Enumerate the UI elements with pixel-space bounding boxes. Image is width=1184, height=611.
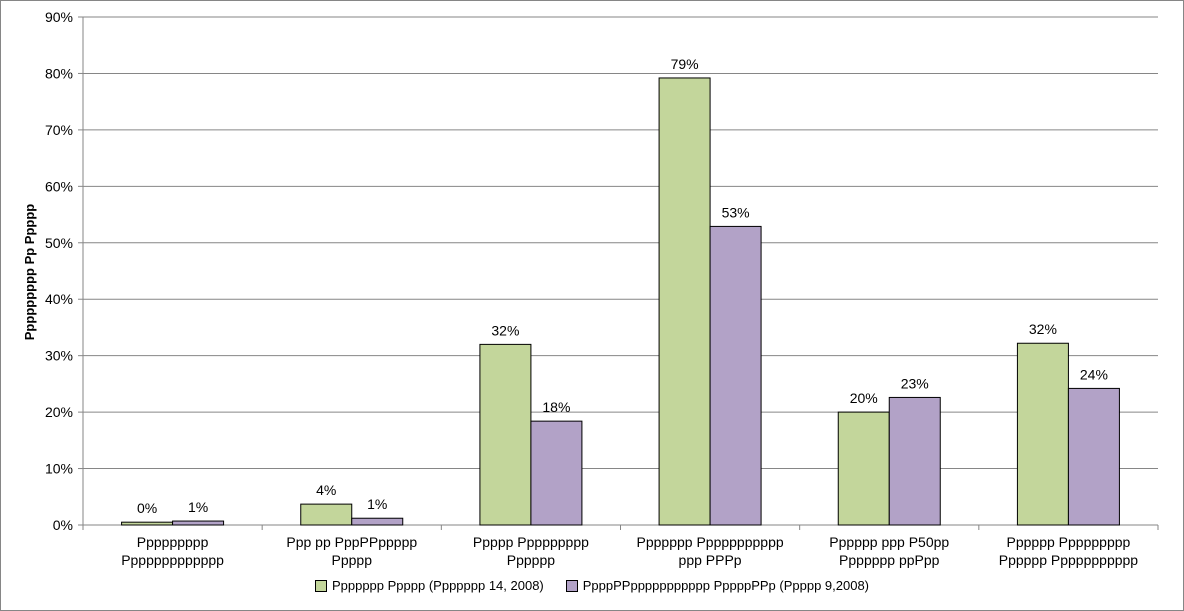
x-category-label: Pppppp — [507, 552, 555, 568]
bar-series-1 — [837, 411, 890, 526]
data-label: 4% — [316, 482, 336, 498]
y-tick-label: 40% — [45, 291, 73, 307]
data-label: 18% — [542, 399, 570, 415]
y-tick-label: 20% — [45, 404, 73, 420]
legend-swatch-series-2 — [565, 579, 578, 592]
bar-series-1 — [1016, 342, 1069, 526]
x-category-label: Ppppppp Ppppppppppp — [637, 534, 784, 550]
y-tick-label: 90% — [45, 9, 73, 25]
x-category-label: ppp PPPp — [679, 552, 742, 568]
x-category-label: Ppppppppppppp — [121, 552, 224, 568]
data-label: 0% — [137, 500, 157, 516]
data-label: 1% — [188, 499, 208, 515]
y-tick-label: 0% — [53, 517, 73, 533]
bar-series-2 — [172, 520, 225, 526]
x-category-label: Pppppp Ppppppppp — [1007, 534, 1131, 550]
y-tick-label: 70% — [45, 122, 73, 138]
x-category-label: Ppppppp ppPpp — [839, 552, 940, 568]
y-tick-label: 50% — [45, 235, 73, 251]
data-label: 32% — [491, 322, 519, 338]
data-label: 23% — [901, 375, 929, 391]
legend-label-series-2: PpppPPppppppppppp PppppPPp (Ppppp 9,2008… — [582, 578, 870, 593]
y-tick-label: 10% — [45, 461, 73, 477]
x-category-label: Ppp pp PppPPppppp — [286, 534, 417, 550]
legend: Ppppppp Ppppp (Ppppppp 14, 2008) PpppPPp… — [0, 578, 1184, 593]
legend-swatch-series-1 — [314, 579, 327, 592]
x-category-label: Ppppppppp — [137, 534, 209, 550]
y-tick-label: 60% — [45, 178, 73, 194]
bar-series-1 — [300, 503, 353, 526]
bar-series-2 — [709, 225, 762, 526]
data-label: 1% — [367, 496, 387, 512]
bars — [121, 77, 1120, 526]
bar-series-1 — [479, 343, 532, 526]
bar-series-2 — [351, 517, 404, 526]
data-label: 24% — [1080, 366, 1108, 382]
data-label: 32% — [1029, 321, 1057, 337]
bar-series-2 — [530, 420, 583, 526]
x-category-label: Ppppp — [332, 552, 373, 568]
data-labels: 0% 1% 4% 1% 32% 18% 79% 53% 20% 23% 32% 24% — [137, 56, 1108, 516]
tick-labels: 0% 10% 20% 30% 40% 50% 60% 70% 80% 90% Ppppppppp Pp… — [45, 9, 1138, 568]
y-tick-label: 80% — [45, 65, 73, 81]
x-category-label: Pppppp ppp P50pp — [829, 534, 949, 550]
data-label: 79% — [671, 56, 699, 72]
bar-series-1 — [658, 77, 711, 526]
y-axis-title: Ppppppppp Pp Ppppp — [22, 204, 37, 341]
bar-series-2 — [1067, 387, 1120, 526]
data-label: 53% — [722, 204, 750, 220]
legend-label-series-1: Ppppppp Ppppp (Ppppppp 14, 2008) — [331, 578, 544, 593]
x-category-label: Pppppp Ppppppppppp — [999, 552, 1139, 568]
legend-item-series-1: Ppppppp Ppppp (Ppppppp 14, 2008) — [314, 578, 544, 593]
x-category-label: Ppppp Ppppppppp — [473, 534, 589, 550]
y-tick-label: 30% — [45, 348, 73, 364]
bar-series-1 — [121, 521, 174, 526]
axes — [78, 16, 1159, 530]
gridlines — [83, 16, 1158, 470]
data-label: 20% — [850, 390, 878, 406]
legend-item-series-2: PpppPPppppppppppp PppppPPp (Ppppp 9,2008… — [565, 578, 870, 593]
bar-series-2 — [888, 396, 941, 526]
